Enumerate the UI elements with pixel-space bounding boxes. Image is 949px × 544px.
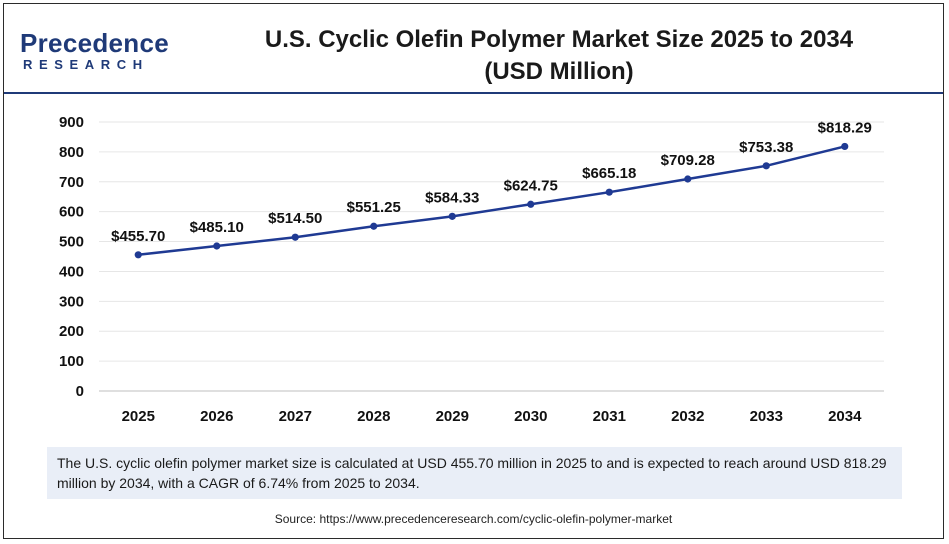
title-line-2: (USD Million)	[484, 58, 634, 85]
line-chart: 0 100 200 300 400 500 600 700 800 900 2025 2026 2027…	[59, 114, 884, 425]
x-tick-label: 2028	[357, 408, 390, 425]
data-point	[684, 175, 692, 183]
x-tick-label: 2027	[279, 408, 312, 425]
data-label: $485.10	[190, 219, 244, 236]
y-tick-label: 300	[59, 293, 84, 310]
x-tick-label: 2034	[828, 408, 862, 425]
y-tick-label: 900	[59, 114, 84, 131]
y-tick-label: 200	[59, 323, 84, 340]
data-label: $709.28	[661, 152, 715, 169]
precedence-logo: Precedence RESEARCH	[20, 28, 180, 76]
data-point	[448, 212, 456, 220]
data-label: $753.38	[739, 139, 793, 156]
y-tick-label: 800	[59, 144, 84, 161]
data-label: $624.75	[504, 177, 558, 194]
data-label: $551.25	[347, 199, 401, 216]
logo-subtitle: RESEARCH	[23, 57, 149, 72]
data-point	[370, 222, 378, 230]
data-point	[134, 251, 142, 259]
y-tick-label: 0	[76, 383, 84, 400]
data-point	[527, 200, 535, 208]
y-tick-label: 500	[59, 234, 84, 251]
data-point	[841, 142, 849, 151]
y-tick-label: 600	[59, 204, 84, 221]
x-tick-label: 2030	[514, 408, 547, 425]
x-tick-label: 2026	[200, 408, 233, 425]
title-line-1: U.S. Cyclic Olefin Polymer Market Size 2…	[264, 26, 854, 53]
data-label: $665.18	[582, 165, 636, 182]
y-tick-label: 100	[59, 353, 84, 370]
chart-title: U.S. Cyclic Olefin Polymer Market Size 2…	[254, 24, 864, 88]
logo-name: Precedence	[20, 28, 169, 58]
x-tick-label: 2033	[750, 408, 783, 425]
data-label: $584.33	[425, 189, 479, 206]
x-tick-label: 2032	[671, 408, 704, 425]
y-tick-label: 400	[59, 263, 84, 280]
data-point	[605, 188, 613, 196]
data-point	[291, 233, 299, 241]
x-tick-label: 2025	[122, 408, 155, 425]
summary-box: The U.S. cyclic olefin polymer market si…	[47, 447, 902, 499]
x-tick-label: 2031	[593, 408, 626, 425]
data-label: $818.29	[818, 119, 872, 136]
x-tick-label: 2029	[436, 408, 469, 425]
data-point	[213, 242, 221, 250]
series-line	[138, 145, 846, 257]
source-text: Source: https://www.precedenceresearch.c…	[274, 512, 673, 526]
chart-frame: Precedence RESEARCH U.S. Cyclic Olefin P…	[3, 3, 944, 539]
data-label: $455.70	[111, 228, 165, 245]
data-label: $514.50	[268, 210, 322, 227]
data-point	[762, 162, 770, 170]
y-tick-label: 700	[59, 174, 84, 191]
header: Precedence RESEARCH U.S. Cyclic Olefin P…	[4, 4, 943, 94]
